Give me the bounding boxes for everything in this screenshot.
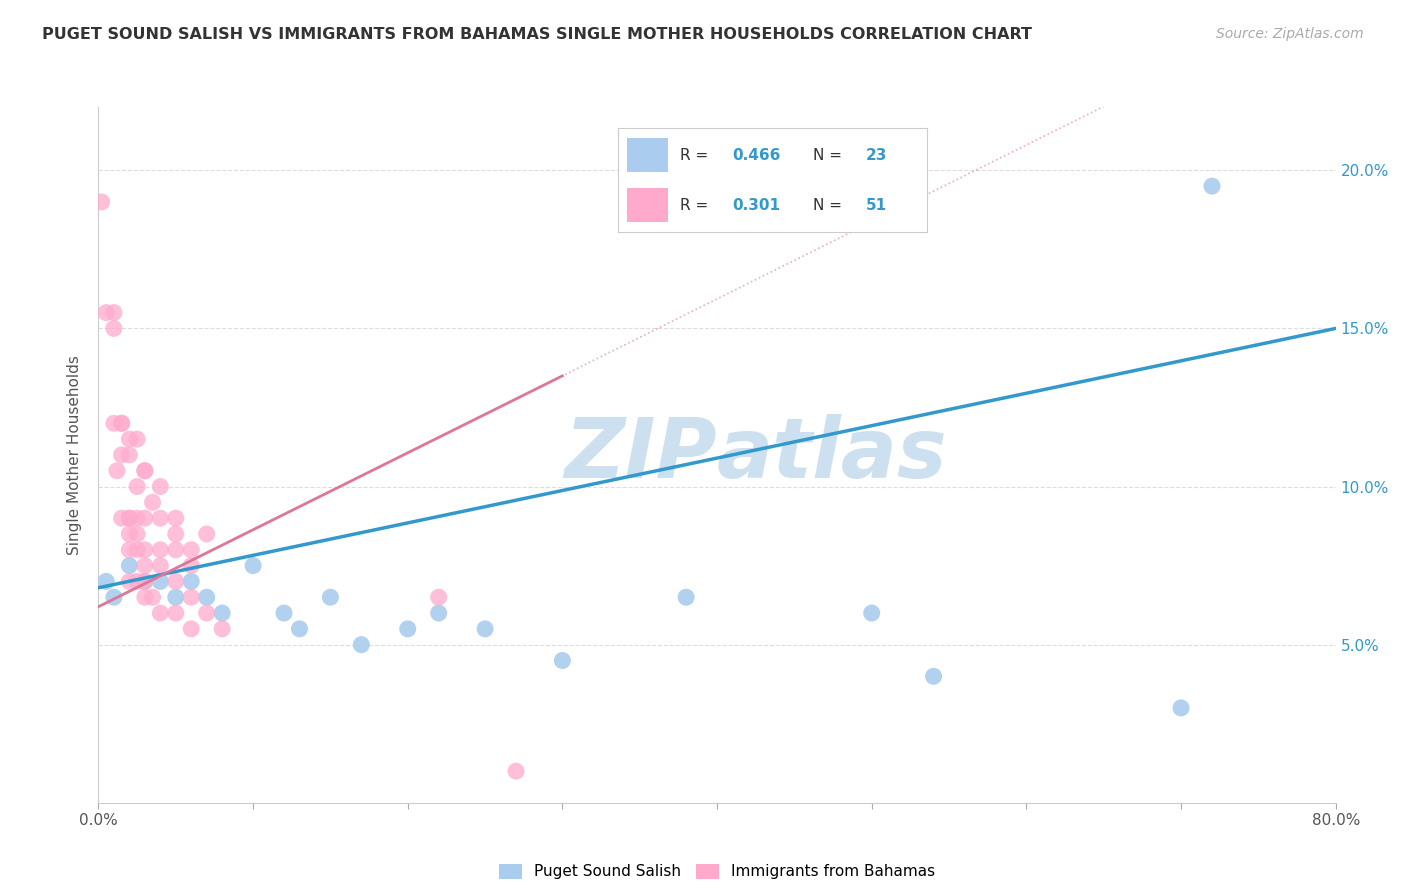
Point	[211, 606, 233, 620]
Point	[165, 591, 187, 605]
Point	[180, 622, 202, 636]
Point	[118, 527, 141, 541]
Point	[505, 764, 527, 779]
Text: 51: 51	[866, 198, 887, 212]
Text: PUGET SOUND SALISH VS IMMIGRANTS FROM BAHAMAS SINGLE MOTHER HOUSEHOLDS CORRELATI: PUGET SOUND SALISH VS IMMIGRANTS FROM BA…	[42, 27, 1032, 42]
Point	[211, 622, 233, 636]
Point	[195, 527, 218, 541]
Point	[96, 574, 118, 589]
Point	[134, 574, 156, 589]
Point	[396, 622, 419, 636]
Text: Source: ZipAtlas.com: Source: ZipAtlas.com	[1216, 27, 1364, 41]
Point	[127, 574, 149, 589]
Point	[165, 606, 187, 620]
Point	[165, 511, 187, 525]
Point	[118, 542, 141, 557]
Text: 23: 23	[866, 147, 887, 162]
Legend: Puget Sound Salish, Immigrants from Bahamas: Puget Sound Salish, Immigrants from Baha…	[492, 857, 942, 886]
Point	[111, 417, 134, 431]
Text: R =: R =	[681, 198, 713, 212]
Point	[111, 511, 134, 525]
Point	[127, 527, 149, 541]
Point	[427, 606, 450, 620]
Point	[149, 574, 172, 589]
Point	[127, 511, 149, 525]
Point	[96, 305, 118, 319]
Point	[165, 542, 187, 557]
Point	[922, 669, 945, 683]
Text: N =: N =	[813, 147, 846, 162]
Point	[1170, 701, 1192, 715]
Point	[319, 591, 342, 605]
Point	[127, 479, 149, 493]
Point	[474, 622, 496, 636]
Point	[149, 606, 172, 620]
Point	[134, 542, 156, 557]
Point	[134, 558, 156, 573]
Point	[675, 591, 697, 605]
Point	[149, 558, 172, 573]
Point	[90, 194, 112, 209]
Point	[118, 432, 141, 446]
Point	[195, 606, 218, 620]
Point	[111, 448, 134, 462]
Point	[134, 591, 156, 605]
Point	[180, 542, 202, 557]
Point	[127, 542, 149, 557]
Text: N =: N =	[813, 198, 846, 212]
Point	[127, 432, 149, 446]
Point	[149, 542, 172, 557]
Point	[149, 479, 172, 493]
Point	[118, 574, 141, 589]
Point	[427, 591, 450, 605]
Point	[103, 305, 125, 319]
Point	[195, 591, 218, 605]
Point	[118, 448, 141, 462]
Text: 0.301: 0.301	[733, 198, 780, 212]
Point	[242, 558, 264, 573]
Point	[551, 653, 574, 667]
Point	[118, 511, 141, 525]
Point	[134, 511, 156, 525]
Point	[860, 606, 883, 620]
Text: 0.466: 0.466	[733, 147, 780, 162]
Point	[118, 558, 141, 573]
Point	[103, 321, 125, 335]
Point	[118, 511, 141, 525]
Point	[111, 417, 134, 431]
Point	[165, 574, 187, 589]
FancyBboxPatch shape	[627, 188, 668, 222]
Text: ZIP: ZIP	[564, 415, 717, 495]
Point	[103, 591, 125, 605]
Point	[134, 574, 156, 589]
FancyBboxPatch shape	[627, 138, 668, 172]
Point	[134, 464, 156, 478]
Text: R =: R =	[681, 147, 713, 162]
Point	[105, 464, 128, 478]
Point	[273, 606, 295, 620]
Point	[288, 622, 311, 636]
Point	[149, 511, 172, 525]
Point	[142, 495, 165, 509]
Text: atlas: atlas	[717, 415, 948, 495]
Point	[180, 558, 202, 573]
Y-axis label: Single Mother Households: Single Mother Households	[67, 355, 83, 555]
Point	[165, 527, 187, 541]
Point	[180, 574, 202, 589]
Point	[350, 638, 373, 652]
Point	[180, 591, 202, 605]
Point	[142, 591, 165, 605]
Point	[134, 464, 156, 478]
Point	[103, 417, 125, 431]
Point	[1201, 179, 1223, 194]
